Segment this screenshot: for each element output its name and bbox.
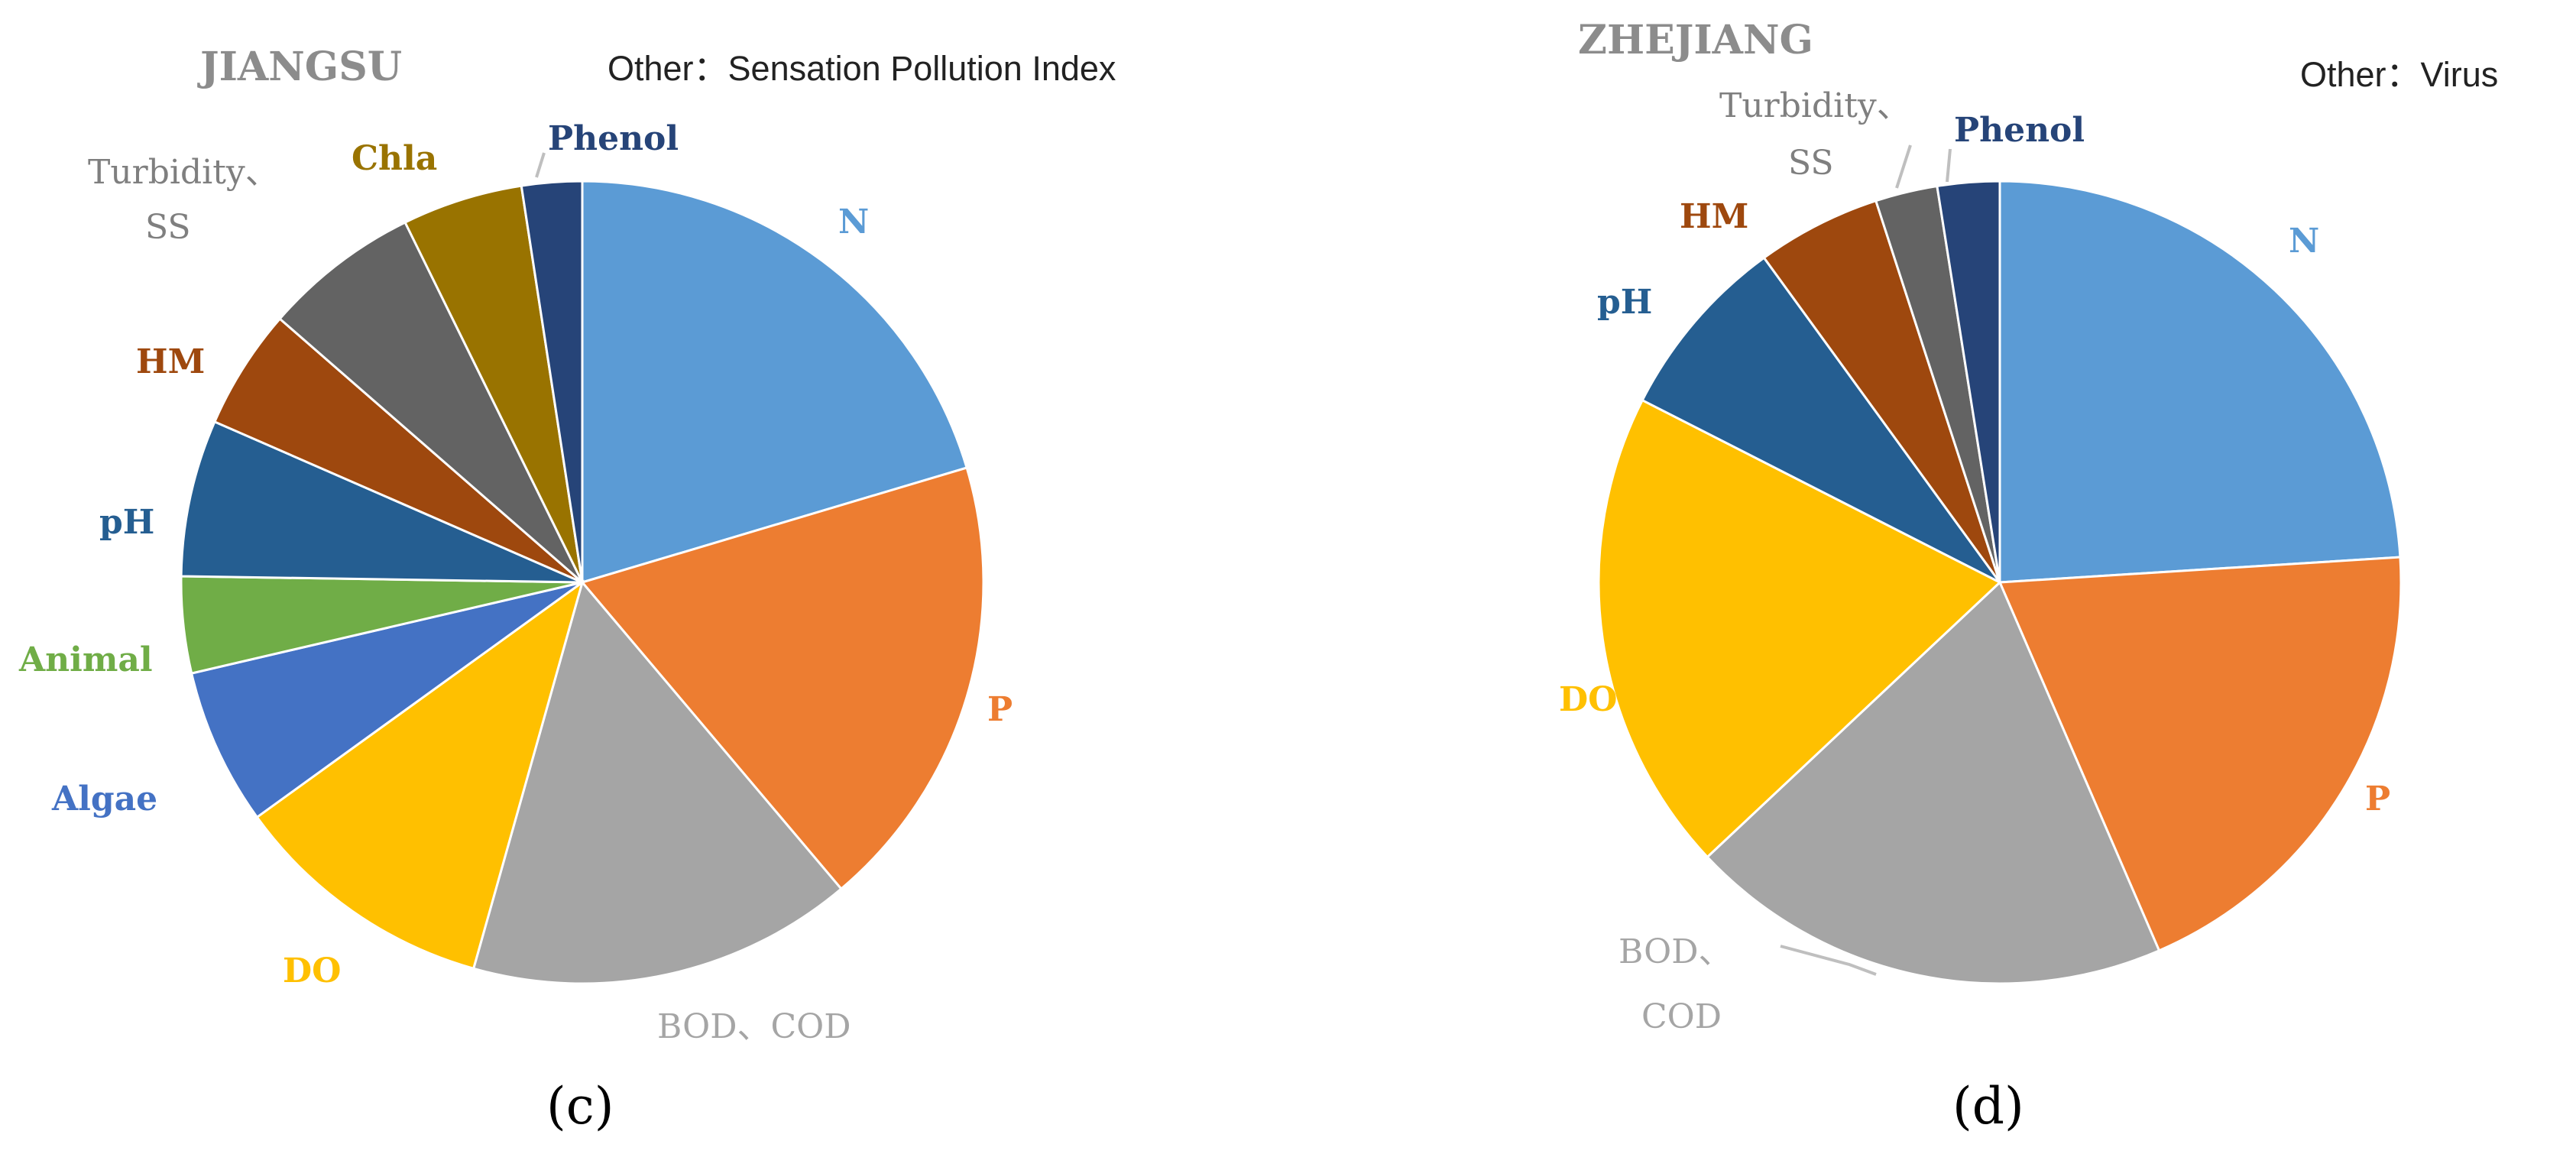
leader-line-phenol (535, 152, 546, 178)
slice-label-n: N (838, 203, 869, 241)
slice-label-do: DO (1559, 680, 1617, 719)
pie-slice-ph (180, 420, 583, 584)
pie-slice-algae (190, 581, 583, 819)
slice-label-turbidity-ss-line-2: SS (1788, 144, 1834, 183)
pie-slices (180, 180, 985, 985)
leader-line-bod-cod (1780, 945, 1877, 976)
slice-label-animal: Animal (18, 640, 153, 679)
slice-label-bod-cod: BOD、 COD (1619, 932, 1743, 1036)
slice-label-ph: pH (1597, 283, 1652, 322)
slice-label-turbidity-ss-line-2: SS (145, 208, 191, 247)
pie-slice-phenol (520, 180, 584, 583)
slice-label-hm: HM (136, 342, 205, 381)
slice-label-p: P (987, 690, 1013, 729)
slice-label-hm: HM (1680, 197, 1748, 236)
pie-slice-do (1597, 398, 2002, 859)
slice-label-ph: pH (99, 503, 154, 542)
pie-slice-p (1998, 556, 2403, 952)
chart-note: Other：Virus (2300, 55, 2498, 94)
pie-slice-turbidity-ss (278, 220, 584, 584)
slice-label-chla: Chla (352, 139, 437, 178)
pie-slice-do (255, 579, 585, 971)
pie-slice-p (580, 466, 985, 891)
panel-zhejiang: ZHEJIANG Other：Virus N P DO pH HM Turbid… (1559, 17, 2498, 1136)
pie-slice-chla (403, 184, 584, 583)
slice-label-turbidity-ss: Turbidity、 SS (88, 153, 279, 247)
slice-label-turbidity-ss-line-1: Turbidity、 (88, 153, 279, 192)
slice-label-bod-cod-line-2: COD (1641, 997, 1722, 1036)
pie-slice-hm (212, 316, 583, 584)
panel-caption: (d) (1952, 1077, 2024, 1136)
chart-note: Other：Sensation Pollution Index (608, 49, 1116, 88)
slice-label-phenol: Phenol (548, 119, 679, 158)
pie-slice-phenol (1936, 180, 2001, 583)
chart-title: ZHEJIANG (1578, 17, 1813, 63)
leader-line-phenol (1946, 148, 1952, 183)
slice-label-p: P (2365, 780, 2390, 818)
pie-slice-hm (1762, 199, 2001, 583)
slice-label-bod-cod: BOD、COD (657, 1007, 851, 1046)
slice-label-turbidity-ss: Turbidity、 SS (1719, 86, 1910, 183)
pie-slices (1597, 180, 2403, 985)
slice-label-phenol: Phenol (1954, 111, 2085, 150)
pie-slice-ph (1641, 256, 2001, 584)
pie-slice-bod-cod (471, 579, 843, 985)
slice-label-algae: Algae (51, 780, 157, 818)
slice-label-turbidity-ss-line-1: Turbidity、 (1719, 86, 1910, 125)
slice-label-n: N (2289, 222, 2319, 261)
pie-slice-n (1998, 180, 2402, 584)
leader-line-turbidity (1895, 144, 1912, 189)
panel-jiangsu: JIANGSU Other：Sensation Pollution Index … (18, 44, 1116, 1136)
slice-label-do: DO (283, 951, 341, 990)
chart-title: JIANGSU (197, 44, 402, 90)
pie-slice-n (581, 180, 968, 585)
slice-label-bod-cod-line-1: BOD、 (1619, 932, 1732, 971)
panel-caption: (c) (546, 1077, 614, 1136)
pie-slice-bod-cod (1706, 580, 2161, 985)
